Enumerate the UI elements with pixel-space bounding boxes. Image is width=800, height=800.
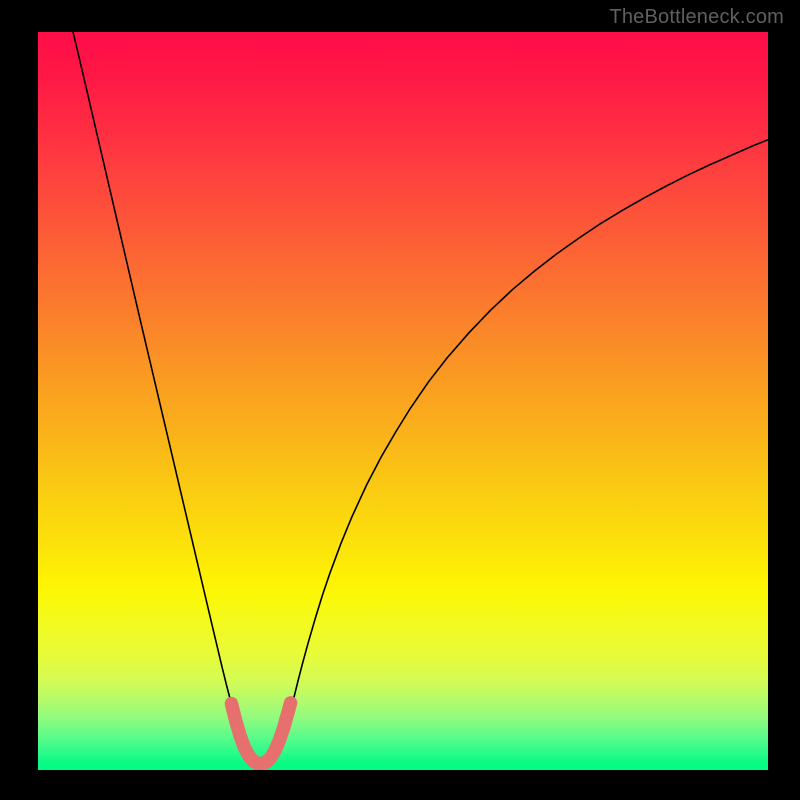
bottleneck-chart (38, 32, 768, 770)
chart-background (38, 32, 768, 770)
chart-svg (38, 32, 768, 770)
watermark-text: TheBottleneck.com (609, 6, 784, 29)
